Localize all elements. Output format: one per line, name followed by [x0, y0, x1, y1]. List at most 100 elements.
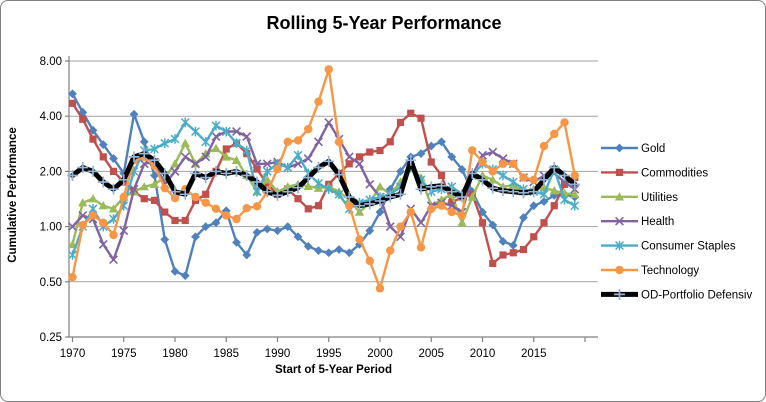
marker-triangle	[303, 181, 313, 190]
marker-triangle	[231, 155, 242, 164]
marker-square	[530, 233, 538, 241]
axes: 8.00 4.00 2.00 1.00 0.50 0.25 1970 1975 1980 1985…	[40, 56, 598, 360]
marker-diamond	[252, 227, 262, 237]
y-tick-label: 2.00	[40, 166, 62, 178]
marker-x	[416, 218, 426, 228]
x-tick-label: 1975	[111, 348, 137, 360]
marker-diamond	[160, 235, 170, 244]
legend-label: Health	[641, 216, 674, 228]
marker-square	[560, 180, 569, 188]
marker-circle	[88, 211, 98, 220]
series-od-portfolio-defensiv[interactable]	[67, 148, 581, 212]
legend-item-consumer-staples[interactable]: Consumer Staples	[601, 241, 736, 253]
marker-diamond	[68, 89, 77, 99]
marker-plus	[97, 176, 109, 188]
marker-square	[499, 251, 507, 259]
marker-asterisk	[68, 250, 77, 260]
marker-plus	[149, 154, 160, 166]
marker-plus	[261, 186, 273, 198]
marker-asterisk	[293, 150, 303, 161]
marker-circle	[457, 211, 467, 220]
marker-diamond	[262, 224, 272, 234]
marker-plus	[220, 167, 232, 179]
marker-plus	[487, 182, 499, 194]
legend-item-od-portfolio-defensiv[interactable]: OD-Portfolio Defensiv	[601, 288, 752, 302]
legend-item-technology[interactable]: Technology	[601, 265, 699, 277]
marker-plus	[405, 154, 417, 166]
marker-asterisk	[150, 144, 159, 154]
marker-circle	[437, 201, 446, 210]
marker-diamond	[498, 237, 508, 246]
marker-plus	[477, 174, 488, 186]
marker-asterisk	[615, 240, 624, 251]
marker-x	[447, 201, 457, 211]
marker-circle	[355, 235, 364, 244]
marker-plus	[292, 182, 304, 194]
marker-asterisk	[283, 162, 293, 173]
marker-diamond	[385, 184, 395, 194]
marker-circle	[324, 65, 333, 74]
marker-square	[509, 249, 517, 257]
y-tick-label: 4.00	[40, 111, 62, 123]
marker-circle	[78, 220, 87, 230]
marker-square	[489, 259, 497, 267]
marker-diamond	[529, 201, 539, 211]
marker-asterisk	[334, 189, 344, 200]
x-tick-label: 2005	[418, 348, 444, 360]
marker-x	[98, 239, 108, 249]
marker-circle	[211, 204, 221, 214]
marker-circle	[170, 193, 180, 203]
marker-circle	[570, 171, 579, 180]
marker-triangle	[262, 175, 272, 184]
marker-plus	[200, 172, 212, 184]
marker-circle	[478, 157, 487, 167]
marker-x	[355, 159, 364, 169]
marker-diamond	[314, 246, 323, 255]
legend-item-gold[interactable]: Gold	[601, 143, 665, 155]
marker-diamond	[519, 213, 528, 222]
x-tick-label: 1990	[265, 348, 291, 360]
marker-triangle	[88, 194, 98, 203]
marker-x	[129, 184, 139, 194]
marker-circle	[99, 218, 108, 227]
marker-circle	[273, 164, 282, 174]
marker-asterisk	[211, 120, 221, 131]
marker-plus	[436, 180, 447, 192]
y-tick-label: 8.00	[40, 56, 62, 68]
marker-plus	[190, 167, 201, 179]
marker-x	[211, 132, 221, 141]
marker-diamond	[416, 149, 426, 159]
legend-item-commodities[interactable]: Commodities	[601, 167, 708, 179]
marker-square	[150, 196, 159, 204]
marker-asterisk	[262, 166, 272, 177]
marker-plus	[108, 183, 119, 195]
marker-circle	[529, 175, 538, 184]
legend-item-utilities[interactable]: Utilities	[601, 192, 678, 204]
marker-triangle	[488, 175, 498, 184]
legend-item-health[interactable]: Health	[601, 216, 674, 228]
marker-x	[109, 255, 118, 265]
marker-plus	[415, 183, 427, 195]
x-tick-label: 2015	[521, 348, 547, 360]
marker-circle	[314, 97, 323, 106]
marker-x	[180, 152, 190, 162]
marker-x	[365, 179, 375, 189]
marker-circle	[160, 183, 169, 193]
legend-label: OD-Portfolio Defensiv	[641, 289, 752, 301]
marker-square	[345, 160, 353, 168]
legend-label: Commodities	[641, 167, 708, 179]
marker-plus	[87, 165, 99, 177]
series-technology[interactable]	[68, 65, 579, 293]
marker-asterisk	[252, 186, 262, 197]
marker-plus	[364, 198, 376, 210]
marker-plus	[446, 186, 458, 198]
marker-circle	[334, 137, 344, 147]
marker-x	[242, 132, 252, 141]
marker-plus	[425, 181, 437, 193]
marker-triangle	[614, 192, 625, 201]
marker-diamond	[426, 141, 436, 151]
marker-square	[79, 115, 87, 123]
marker-diamond	[478, 207, 487, 217]
series-commodities[interactable]	[68, 99, 579, 267]
marker-triangle	[108, 204, 119, 213]
